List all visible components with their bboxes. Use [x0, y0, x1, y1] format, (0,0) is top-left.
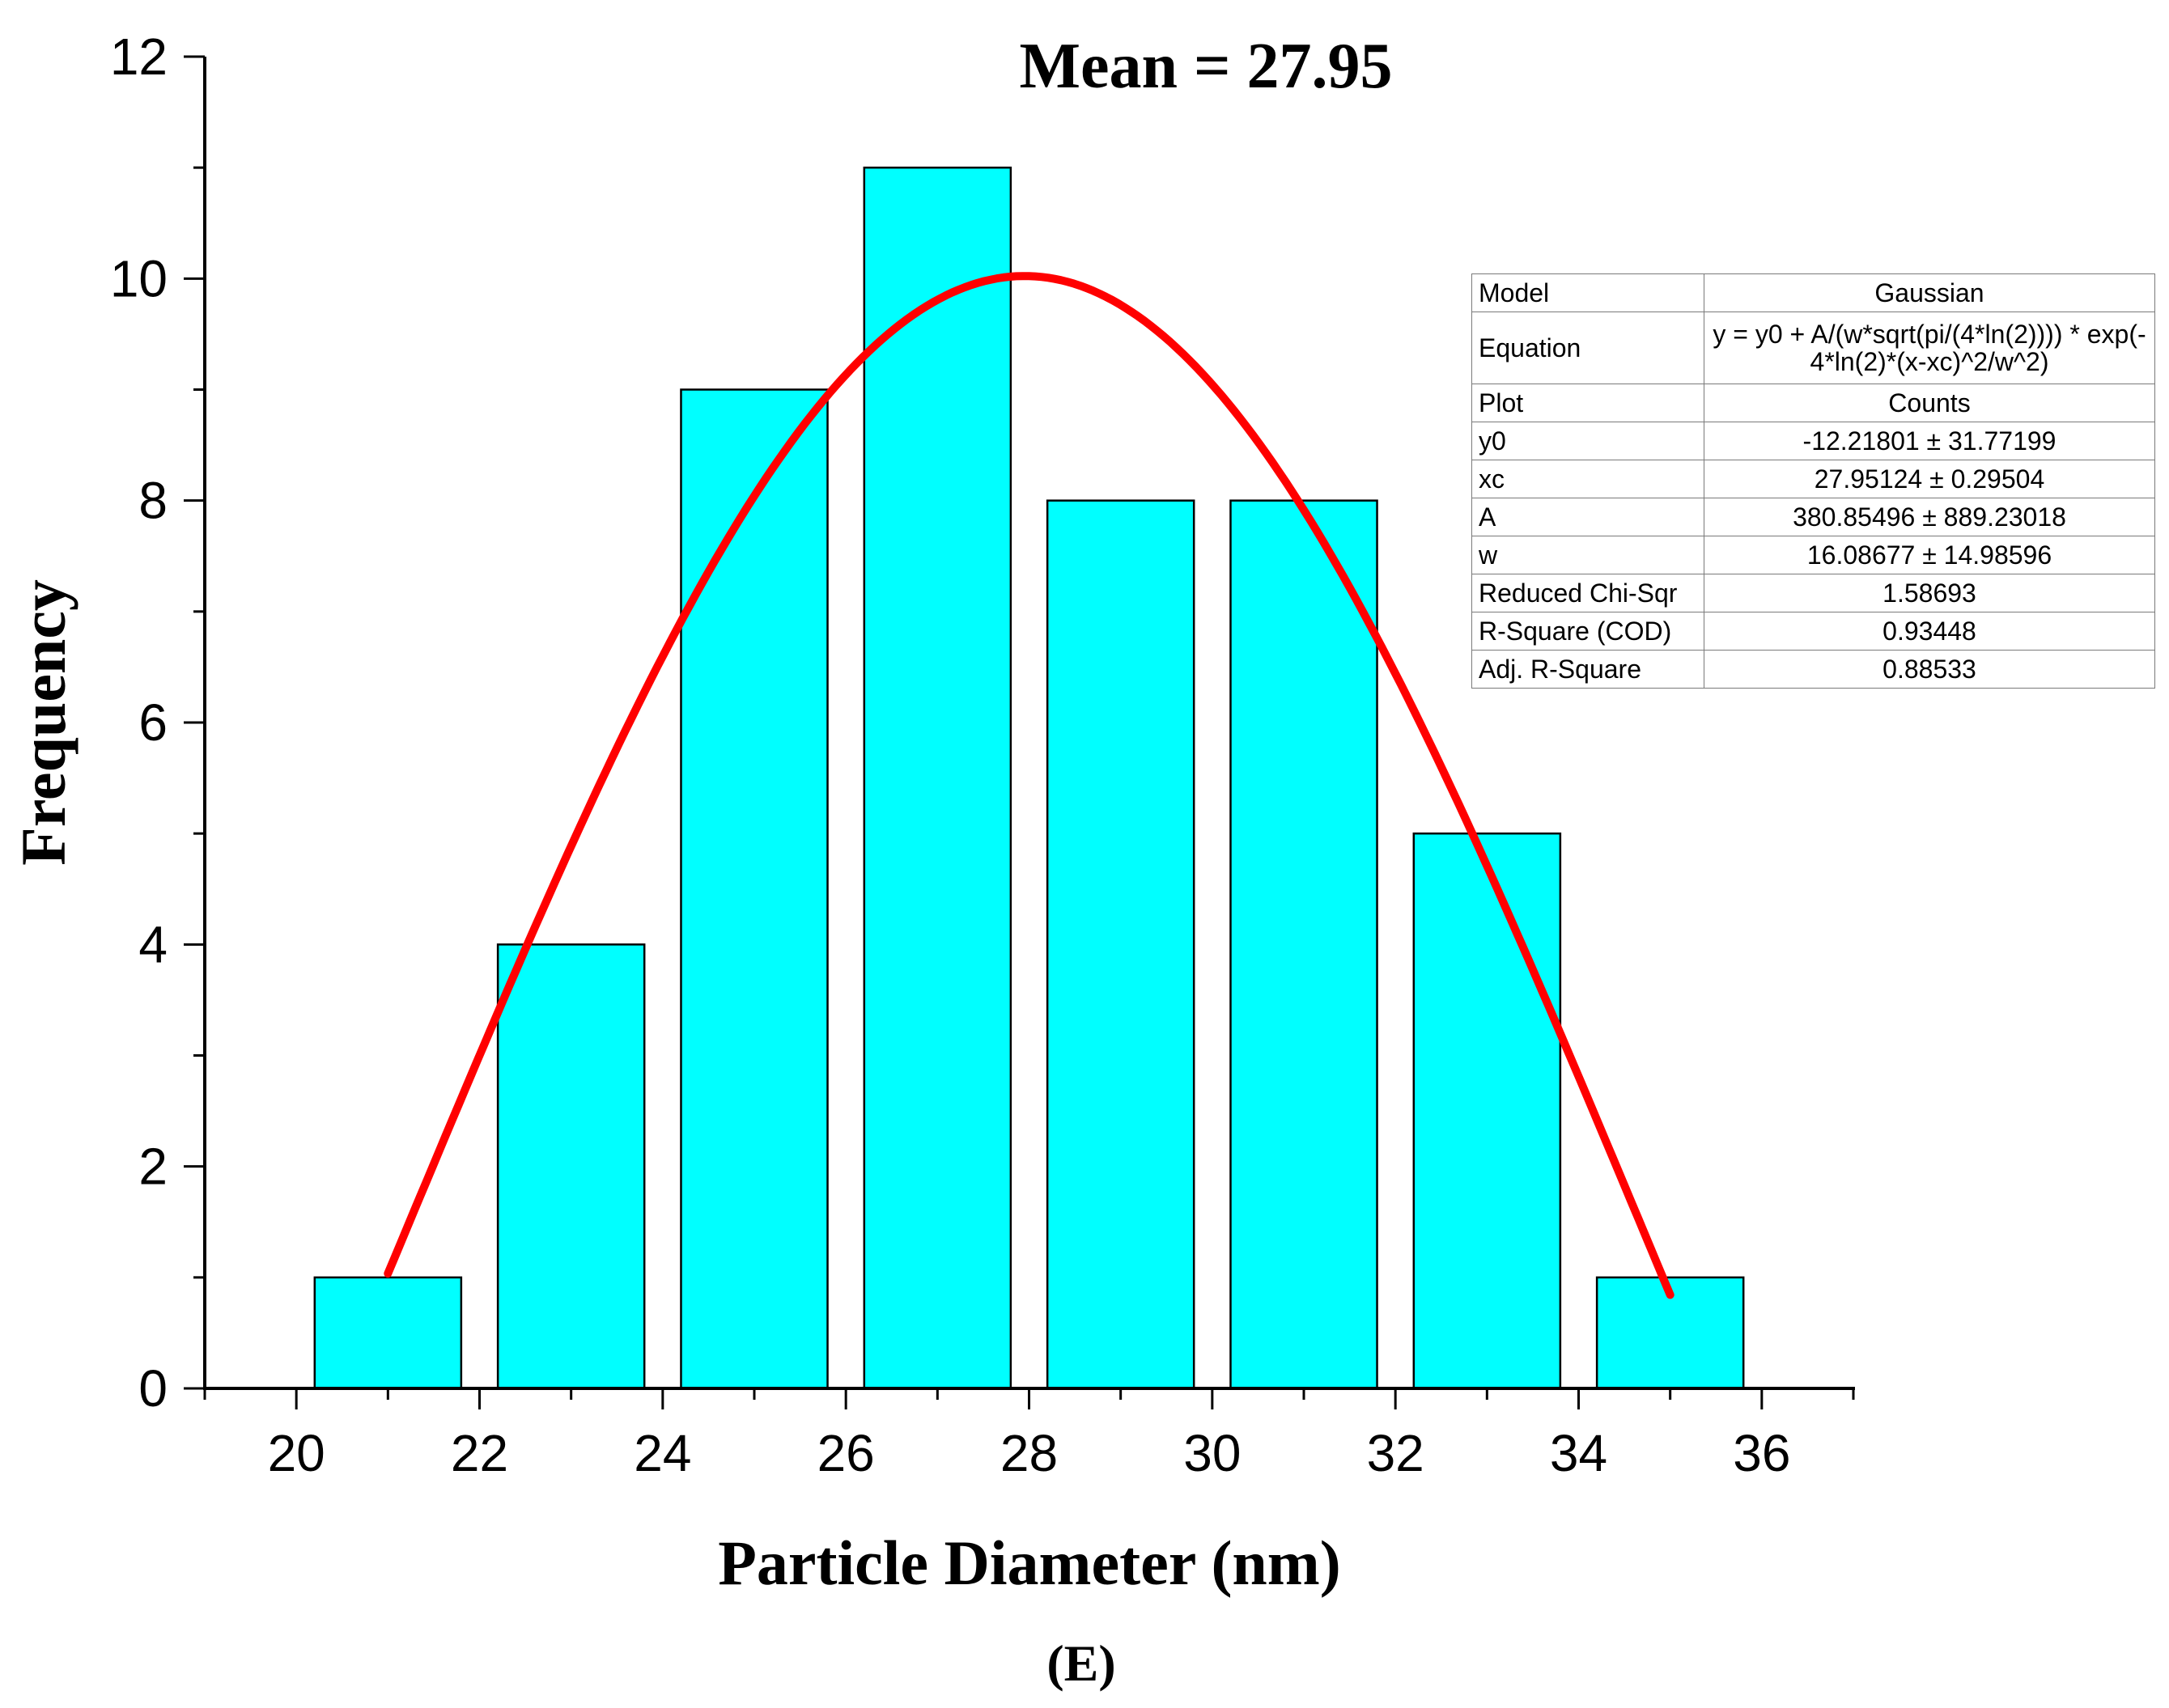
fit-table-row: A 380.85496 ± 889.23018 [1471, 498, 2155, 536]
fit-table-row: R-Square (COD) 0.93448 [1471, 612, 2155, 651]
fit-table-key: A [1471, 498, 1704, 536]
y-tick-label-2: 2 [138, 1138, 168, 1196]
x-axis-label: Particle Diameter (nm) [718, 1528, 1341, 1598]
fit-table-key: R-Square (COD) [1471, 612, 1704, 651]
fit-table-value: 27.95124 ± 0.29504 [1704, 460, 2155, 498]
bar-31 [1229, 499, 1378, 1390]
x-tick-label-20: 20 [268, 1424, 325, 1482]
x-tick-label-36: 36 [1733, 1424, 1790, 1482]
fit-table-row: Model Gaussian [1471, 273, 2155, 312]
y-tick-label-8: 8 [138, 472, 168, 530]
fit-table-key: w [1471, 536, 1704, 574]
figure-caption: (E) [1046, 1634, 1115, 1692]
y-tick-label-0: 0 [138, 1359, 168, 1418]
fit-table-key: Plot [1471, 384, 1704, 422]
labels-layer: Mean = 27.95 Particle Diameter (nm) Freq… [8, 31, 1393, 1692]
y-tick-label-4: 4 [138, 915, 168, 973]
fit-table-row: Reduced Chi-Sqr 1.58693 [1471, 574, 2155, 612]
bar-29 [1046, 499, 1195, 1390]
fit-table-value: Gaussian [1704, 273, 2155, 312]
fit-table-row: w 16.08677 ± 14.98596 [1471, 536, 2155, 574]
x-tick-label-34: 34 [1550, 1424, 1607, 1482]
y-tick-label-10: 10 [110, 249, 168, 307]
y-axis-label: Frequency [8, 579, 79, 866]
fit-table-value: 1.58693 [1704, 574, 2155, 612]
fit-table-row: Equation y = y0 + A/(w*sqrt(pi/(4*ln(2)))… [1471, 312, 2155, 384]
fit-table-value: 0.93448 [1704, 612, 2155, 651]
x-tick-label-22: 22 [451, 1424, 508, 1482]
fit-table: Model Gaussian Equation y = y0 + A/(w*sqrt(… [1471, 273, 2155, 689]
bar-27 [863, 166, 1012, 1390]
axes-layer [203, 57, 1855, 1390]
x-tick-label-24: 24 [634, 1424, 691, 1482]
fit-table-value: 0.88533 [1704, 650, 2155, 689]
fit-table-row: xc 27.95124 ± 0.29504 [1471, 460, 2155, 498]
x-tick-label-32: 32 [1367, 1424, 1424, 1482]
bars-layer [313, 166, 1745, 1390]
x-tick-label-26: 26 [817, 1424, 875, 1482]
fit-table-value: y = y0 + A/(w*sqrt(pi/(4*ln(2)))) * exp(… [1704, 312, 2155, 384]
fit-table-value: -12.21801 ± 31.77199 [1704, 422, 2155, 460]
x-tick-label-28: 28 [1000, 1424, 1058, 1482]
bar-33 [1412, 832, 1562, 1390]
fit-table-value: Counts [1704, 384, 2155, 422]
gaussian-fit-curve [384, 272, 1675, 1299]
bar-23 [496, 943, 646, 1390]
fit-table-key: Model [1471, 273, 1704, 312]
fit-table-key: Reduced Chi-Sqr [1471, 574, 1704, 612]
fit-results-table: Model Gaussian Equation y = y0 + A/(w*sqrt(… [1471, 273, 2155, 689]
fit-table-value: 380.85496 ± 889.23018 [1704, 498, 2155, 536]
fit-table-row: y0 -12.21801 ± 31.77199 [1471, 422, 2155, 460]
y-tick-label-12: 12 [110, 28, 168, 86]
bar-21 [313, 1276, 463, 1390]
x-tick-label-30: 30 [1183, 1424, 1241, 1482]
chart-title: Mean = 27.95 [1019, 31, 1392, 102]
fit-table-value: 16.08677 ± 14.98596 [1704, 536, 2155, 574]
fit-table-key: y0 [1471, 422, 1704, 460]
fit-table-key: Equation [1471, 312, 1704, 384]
fit-table-row: Adj. R-Square 0.88533 [1471, 650, 2155, 689]
fit-table-row: Plot Counts [1471, 384, 2155, 422]
y-tick-label-6: 6 [138, 693, 168, 752]
fit-table-key: xc [1471, 460, 1704, 498]
bar-25 [680, 388, 829, 1390]
fit-table-key: Adj. R-Square [1471, 650, 1704, 689]
